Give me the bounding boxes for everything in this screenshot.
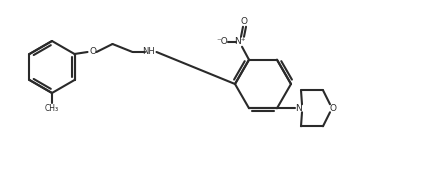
Text: O: O (240, 17, 247, 26)
Text: O: O (89, 47, 96, 56)
Text: O: O (329, 104, 336, 113)
Text: CH₃: CH₃ (45, 104, 59, 113)
Text: NH: NH (142, 47, 155, 56)
Text: N: N (295, 104, 302, 113)
Text: N⁺: N⁺ (234, 37, 245, 46)
Text: ⁻O: ⁻O (216, 37, 227, 46)
